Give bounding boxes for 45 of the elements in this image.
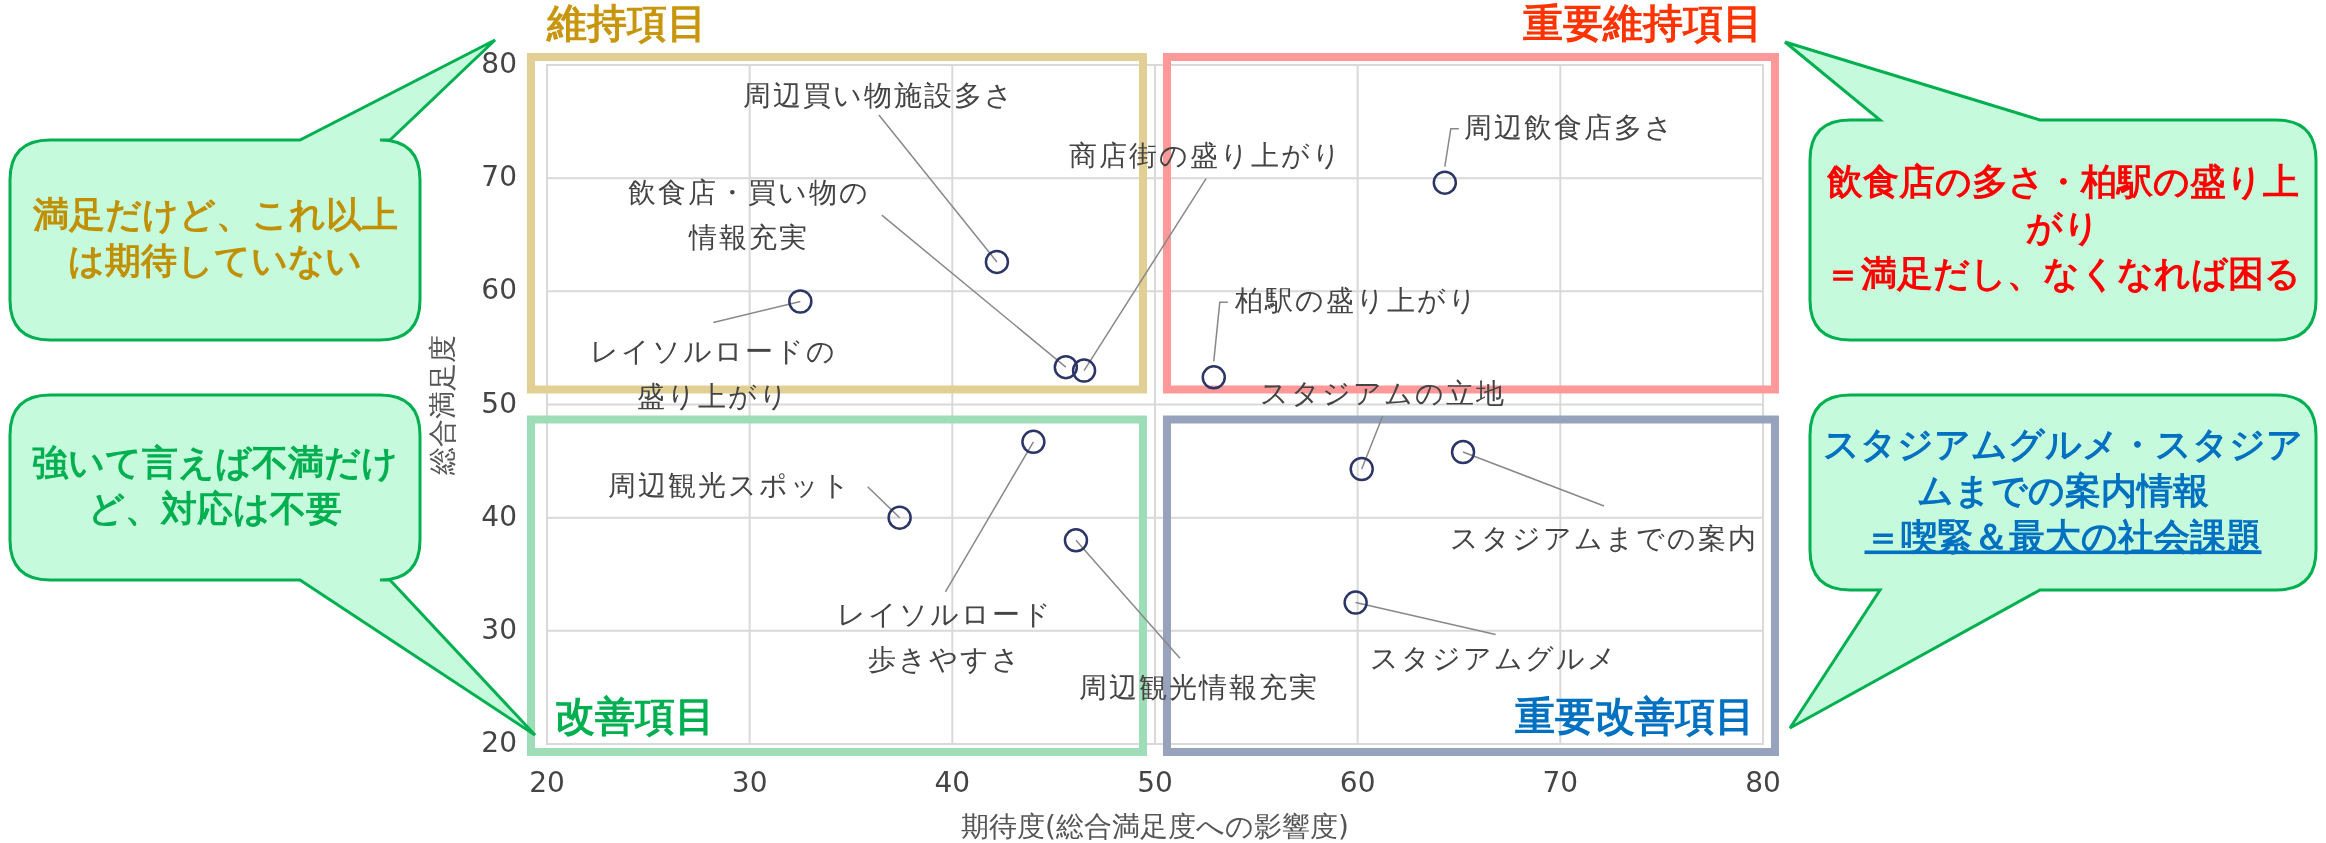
annotation: 周辺観光スポット [607, 468, 852, 502]
annotation: 柏駅の盛り上がり [1233, 284, 1479, 318]
annotation: 重要改善項目 [1515, 693, 1755, 739]
y-tick-label: 60 [481, 273, 517, 307]
text: 満足だけど、これ以上は期待していない [31, 194, 398, 281]
point [1349, 456, 1374, 482]
y-tick-label: 40 [481, 499, 517, 533]
point [1343, 590, 1368, 615]
annotation: スタジアムまでの案内 [1450, 522, 1759, 556]
y-axis-title: 総合満足度 [426, 334, 459, 476]
y-tick-label: 70 [481, 160, 517, 194]
x-axis-title: 期待度(総合満足度への影響度) [961, 810, 1349, 843]
x-tick-label: 40 [934, 766, 971, 799]
point [1063, 528, 1089, 553]
annotation: 改善項目 [555, 693, 715, 739]
point [1450, 439, 1476, 465]
point [887, 505, 912, 530]
x-tick-label: 70 [1542, 766, 1579, 799]
x-tick-label: 30 [731, 766, 768, 799]
point [1432, 170, 1458, 195]
x-tick-label: 50 [1137, 766, 1173, 799]
y-tick-label: 30 [481, 612, 517, 646]
text: 重要維持項目 [1523, 0, 1763, 46]
point [984, 249, 1010, 275]
x-tick-label: 80 [1745, 766, 1781, 799]
y-tick-label: 80 [481, 47, 517, 80]
point [788, 289, 813, 314]
x-tick-label: 20 [529, 766, 565, 799]
annotation: レイソルロード歩きやすさ [837, 597, 1054, 676]
point [1053, 354, 1079, 380]
text: 強いて言えば不満だけど、対応は不要 [32, 441, 398, 529]
point [1201, 365, 1227, 390]
annotation: スタジアムの立地 [1259, 377, 1506, 411]
annotation: 周辺買い物施設多さ [742, 78, 1015, 112]
x-tick-label: 60 [1339, 766, 1376, 799]
point [1021, 429, 1046, 455]
annotation: スタジアムグルメ [1369, 641, 1618, 675]
text: スタジアムグルメ・スタジアムまでの案内情報＝喫緊＆最大の社会課題 [1823, 423, 2303, 557]
annotation: 飲食店・買い物の情報充実 [627, 176, 870, 255]
y-tick-label: 50 [481, 386, 517, 420]
text: 維持項目 [546, 0, 707, 46]
y-tick-label: 20 [481, 726, 517, 759]
point [1071, 358, 1097, 383]
annotation: 周辺飲食店多さ [1463, 110, 1675, 144]
text: 飲食店の多さ・柏駅の盛り上がり＝満足だし、なくなれば困る [1825, 161, 2301, 294]
